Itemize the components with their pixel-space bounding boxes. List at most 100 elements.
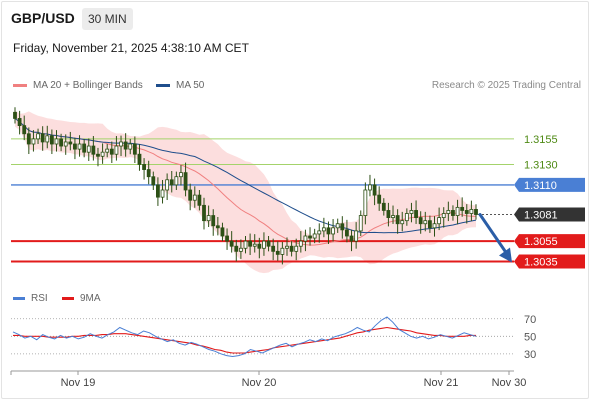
candle-body <box>289 245 294 252</box>
candle-body <box>183 172 188 191</box>
candle-body <box>441 213 446 218</box>
candle-body <box>13 111 17 119</box>
rsi-ma-label: 9MA <box>80 293 101 304</box>
candle-body <box>391 215 395 219</box>
candle-body <box>345 229 349 237</box>
candle-body <box>82 143 87 153</box>
candle-body <box>114 145 119 155</box>
candle-body <box>427 220 432 229</box>
candle-body <box>414 210 418 218</box>
candle-body <box>229 240 234 247</box>
candle <box>73 137 77 160</box>
candle <box>455 199 460 225</box>
candle-body <box>160 189 165 198</box>
level-text-3: 1.3081 <box>524 210 558 222</box>
candle-body <box>285 245 289 249</box>
candle-body <box>437 217 442 225</box>
candle-body <box>54 138 59 145</box>
candle <box>13 107 17 124</box>
candle <box>151 171 156 190</box>
candle <box>335 218 340 233</box>
candle-body <box>91 145 96 155</box>
candle <box>460 197 465 217</box>
candle <box>308 227 312 246</box>
candle-body <box>340 223 345 231</box>
candle-body <box>40 133 45 143</box>
candle <box>354 222 359 249</box>
candle-body <box>96 153 100 157</box>
candle-body <box>464 210 469 214</box>
candle <box>312 228 317 244</box>
candle-body <box>266 240 271 247</box>
candle-body <box>73 143 77 150</box>
candle-body <box>188 189 193 201</box>
candle <box>49 129 54 155</box>
candle-body <box>225 235 229 242</box>
candle-body <box>22 125 27 135</box>
candle <box>474 204 478 220</box>
level-badge-5 <box>514 254 585 269</box>
candle <box>174 171 179 190</box>
candle-body <box>317 230 322 235</box>
candle <box>427 215 432 233</box>
candle-body <box>368 184 372 191</box>
candle-body <box>234 245 239 252</box>
candle <box>414 200 418 224</box>
candle <box>298 231 303 253</box>
candle <box>100 143 105 164</box>
candle-body <box>395 215 400 225</box>
candle <box>119 135 123 157</box>
candle <box>63 134 68 155</box>
candle-body <box>409 210 414 214</box>
candle <box>331 219 335 242</box>
candle <box>395 209 400 234</box>
candle-body <box>294 245 299 252</box>
candle <box>381 198 386 216</box>
candle-body <box>137 153 142 165</box>
forecast-arrow-head <box>499 247 512 263</box>
candle-body <box>77 143 82 150</box>
candle <box>368 174 372 197</box>
rsi-ma-line <box>13 326 476 354</box>
candle <box>156 177 160 206</box>
candle-body <box>354 230 359 242</box>
rsi-line <box>12 316 477 358</box>
timeframe-button[interactable]: 30 MIN <box>82 8 133 30</box>
rsi-tick-50: 50 <box>524 331 536 343</box>
candle <box>377 186 382 211</box>
legend-rsi: RSI <box>13 293 48 304</box>
candle <box>275 241 280 261</box>
level-text-2: 1.3110 <box>524 180 557 192</box>
candle <box>358 210 363 236</box>
candle <box>280 241 285 265</box>
candle-body <box>86 145 91 153</box>
candle <box>211 209 216 236</box>
candle-body <box>146 169 151 178</box>
candle <box>123 133 128 157</box>
candle-body <box>446 210 451 214</box>
candle-body <box>298 240 303 247</box>
candle <box>146 160 151 185</box>
candle <box>86 138 91 161</box>
candle <box>437 207 442 231</box>
candle <box>229 231 234 253</box>
candle <box>340 216 345 239</box>
candle <box>446 201 451 222</box>
ma50-line <box>14 118 477 234</box>
candle <box>202 197 206 230</box>
candle-body <box>404 213 409 222</box>
candle <box>451 205 455 221</box>
x-label-3: Nov 30 <box>492 377 527 389</box>
rsi-swatch <box>13 297 25 300</box>
candle <box>142 158 146 180</box>
candle-body <box>321 227 326 232</box>
candle-body <box>275 250 280 255</box>
candle <box>469 200 474 222</box>
candle <box>82 138 87 158</box>
ma50-swatch <box>156 84 170 87</box>
candle <box>257 237 262 259</box>
candle <box>404 208 409 226</box>
level-label-2: 1.3110 <box>514 177 585 192</box>
